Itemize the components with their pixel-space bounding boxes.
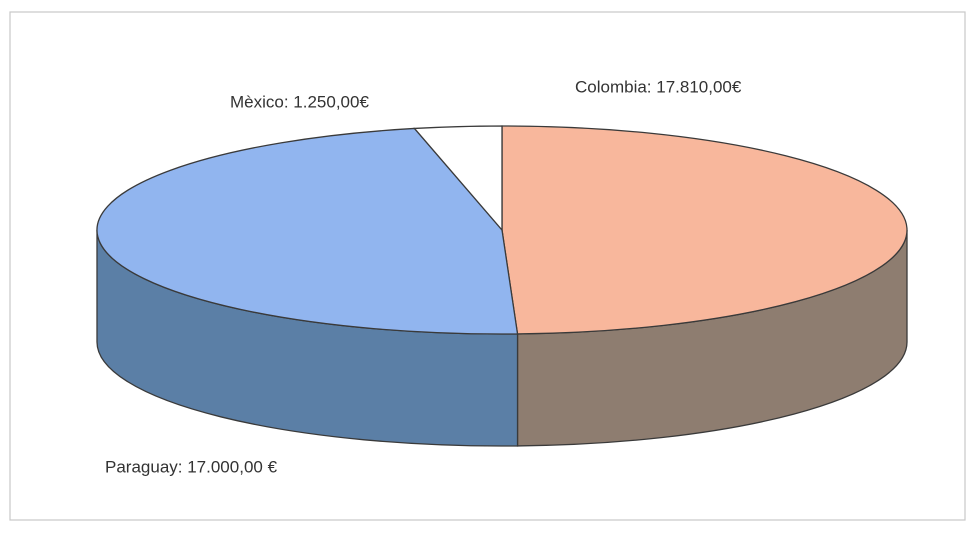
pie-tops xyxy=(96,125,908,335)
data-label: Mèxico: 1.250,00€ xyxy=(230,92,369,111)
data-label: Paraguay: 17.000,00 € xyxy=(105,457,278,476)
pie-slice xyxy=(413,125,503,232)
pie-slice xyxy=(501,125,908,335)
pie-slice xyxy=(96,127,519,335)
data-labels: Colombia: 17.810,00€ Paraguay: 17.000,00 … xyxy=(105,77,742,476)
data-label: Colombia: 17.810,00€ xyxy=(575,77,742,96)
